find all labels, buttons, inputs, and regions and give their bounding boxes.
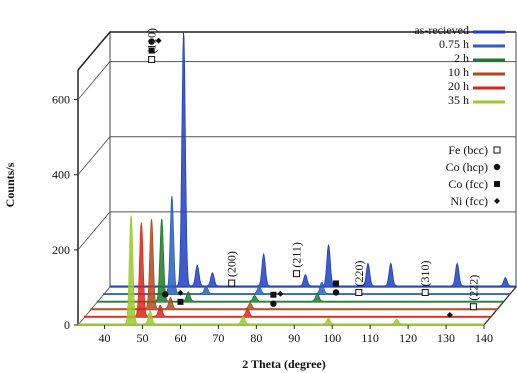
- y-tick-label: 200: [52, 243, 70, 257]
- peak-label: (211): [290, 242, 304, 268]
- filled-circle-marker: [270, 300, 277, 307]
- filled-circle-marker: [493, 163, 501, 171]
- x-axis-label: 2 Theta (degree): [242, 357, 326, 371]
- gridline: [77, 211, 516, 251]
- y-tick-label: 400: [52, 168, 70, 182]
- phase-legend-label: Ni (fcc): [450, 194, 488, 208]
- y-axis-label: Counts/s: [3, 162, 17, 207]
- gridline: [77, 61, 516, 100]
- filled-diamond-marker: [446, 312, 453, 318]
- peak-label: (220): [352, 260, 366, 286]
- x-tick-label: 130: [437, 331, 455, 345]
- open-square-marker: [148, 56, 156, 64]
- legend-label: 35 h: [448, 93, 469, 107]
- x-tick-label: 50: [137, 331, 149, 345]
- filled-diamond-marker: [177, 289, 184, 296]
- open-square-marker: [355, 288, 363, 296]
- filled-square-marker: [333, 280, 340, 287]
- open-square-marker: [228, 279, 236, 287]
- x-tick-label: 100: [323, 331, 341, 345]
- filled-square-marker: [270, 291, 277, 298]
- filled-diamond-marker: [277, 290, 284, 297]
- x-tick-label: 140: [475, 331, 493, 345]
- y-tick-label: 600: [52, 93, 70, 107]
- x-tick-label: 120: [399, 331, 417, 345]
- series-as-recieved: [109, 31, 517, 288]
- phase-legend-label: Co (hcp): [446, 160, 488, 174]
- open-square-marker: [469, 303, 477, 311]
- filled-square-marker: [494, 181, 500, 187]
- x-tick-label: 60: [174, 331, 186, 345]
- x-tick-label: 70: [212, 331, 224, 345]
- legend-label: 20 h: [448, 79, 469, 93]
- chart-axes: 40 50 60 70 80 90 100 110 120 130 140 0 200 400 600: [52, 93, 493, 345]
- peak-label: (200): [225, 251, 239, 277]
- series-2-h: [96, 218, 504, 303]
- filled-square-marker: [148, 47, 155, 54]
- series-0-75-h: [103, 195, 511, 295]
- open-square-marker: [493, 146, 501, 154]
- open-square-marker: [421, 288, 429, 296]
- filled-diamond-marker: [155, 37, 162, 44]
- filled-diamond-marker: [494, 198, 500, 204]
- x-tick-label: 90: [288, 331, 300, 345]
- gridline: [77, 136, 516, 176]
- x-tick-label: 110: [361, 331, 379, 345]
- peak-label: (310): [418, 260, 432, 286]
- filled-circle-marker: [162, 291, 169, 298]
- peak-label: (222): [466, 275, 480, 301]
- open-square-marker: [293, 270, 301, 278]
- legend-label: as-recieved: [414, 23, 469, 37]
- phase-legend-label: Fe (bcc): [448, 143, 488, 157]
- x-tick-label: 40: [99, 331, 111, 345]
- x-tick-label: 80: [250, 331, 262, 345]
- filled-circle-marker: [332, 289, 340, 296]
- filled-circle-marker: [148, 38, 155, 45]
- series-35-h: [77, 215, 485, 326]
- legend-label: 2 h: [454, 51, 469, 65]
- series-10-h: [90, 218, 498, 311]
- chart-annotations: (110)(200)(211)(220)(310)(222): [145, 28, 480, 318]
- legend-label: 10 h: [448, 65, 469, 79]
- phase-legend-label: Co (fcc): [448, 177, 488, 191]
- y-tick-label: 0: [64, 318, 70, 332]
- legend-label: 0.75 h: [439, 37, 469, 51]
- filled-square-marker: [177, 298, 184, 305]
- chart-series-group: [77, 31, 517, 326]
